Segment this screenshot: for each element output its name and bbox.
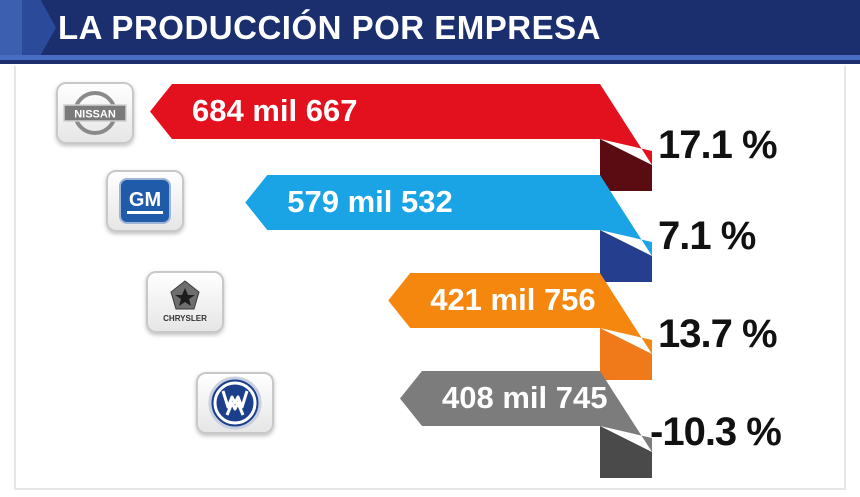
header-divider-dark	[0, 60, 860, 64]
bar-vw	[400, 371, 652, 452]
bar-fold-vw	[600, 426, 652, 478]
svg-text:GM: GM	[129, 189, 161, 211]
change-label-nissan: 17.1 %	[658, 123, 778, 167]
svg-text:NISSAN: NISSAN	[74, 109, 116, 121]
value-label-vw: 408 mil 745	[442, 380, 608, 415]
value-label-nissan: 684 mil 667	[192, 93, 358, 128]
bar-fold-gm	[600, 230, 652, 282]
change-label-chrysler: 13.7 %	[658, 312, 778, 356]
chrysler-logo: CHRYSLER	[146, 271, 224, 333]
change-label-gm: 7.1 %	[658, 214, 756, 258]
bar-fold-chrysler	[600, 328, 652, 380]
header-divider	[0, 55, 860, 60]
page-title: LA PRODUCCIÓN POR EMPRESA	[58, 9, 601, 46]
gm-logo: GM	[106, 170, 184, 232]
svg-text:CHRYSLER: CHRYSLER	[163, 314, 207, 323]
nissan-logo: NISSAN	[56, 82, 134, 144]
change-label-vw: -10.3 %	[650, 410, 782, 454]
bar-gm	[245, 175, 652, 256]
value-label-chrysler: 421 mil 756	[430, 282, 596, 317]
chart-frame	[14, 66, 846, 490]
header: LA PRODUCCIÓN POR EMPRESA	[0, 0, 860, 55]
value-label-gm: 579 mil 532	[287, 184, 453, 219]
bar-chrysler	[388, 273, 652, 354]
bar-nissan	[150, 84, 652, 165]
bar-fold-nissan	[600, 139, 652, 191]
vw-logo	[196, 372, 274, 434]
